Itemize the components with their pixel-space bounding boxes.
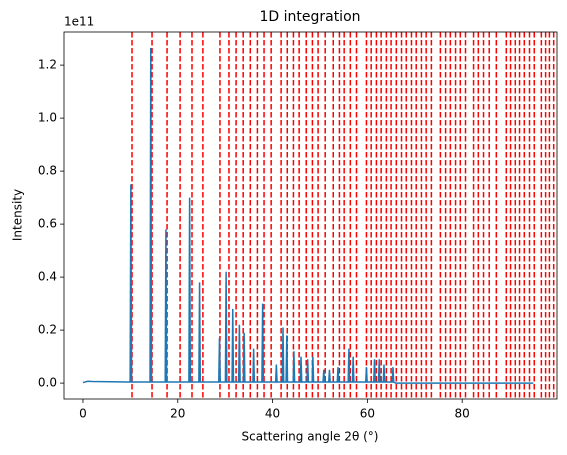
x-tick-label: 0 (79, 407, 87, 421)
y-tick-label: 1.2 (38, 58, 57, 72)
x-axis-label: Scattering angle 2θ (°) (242, 430, 379, 444)
data-line (82, 47, 534, 384)
y-tick-label: 1.0 (38, 111, 57, 125)
chart-title: 1D integration (259, 9, 360, 25)
x-tick-label: 60 (360, 407, 375, 421)
y-tick-label: 0.2 (38, 323, 57, 337)
y-axis-label: Intensity (11, 189, 25, 241)
y-tick-label: 0.6 (38, 217, 57, 231)
x-tick-label: 40 (265, 407, 280, 421)
x-tick-label: 20 (170, 407, 185, 421)
plot-frame (63, 31, 558, 400)
y-tick-label: 0.8 (38, 164, 57, 178)
y-tick-label: 0.4 (38, 270, 57, 284)
x-tick-label: 80 (455, 407, 470, 421)
y-tick-label: 0.0 (38, 376, 57, 390)
y-offset-label: 1e11 (64, 15, 94, 29)
